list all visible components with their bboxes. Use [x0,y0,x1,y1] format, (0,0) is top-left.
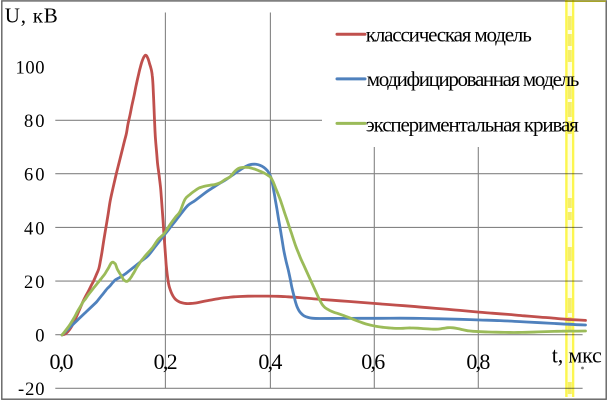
svg-text:0,0: 0,0 [50,349,74,374]
svg-text:U, кВ: U, кВ [5,4,58,28]
svg-text:классическая модель: классическая модель [366,23,532,47]
svg-text:экспериментальная кривая: экспериментальная кривая [366,113,579,137]
svg-text:0: 0 [35,327,44,347]
svg-text:0,6: 0,6 [361,349,385,374]
svg-text:-20: -20 [18,380,45,400]
svg-text:0,2: 0,2 [154,349,178,374]
svg-text:t, мкс: t, мкс [552,343,602,368]
svg-text:модифицированная модель: модифицированная модель [367,67,580,91]
svg-text:0,4: 0,4 [258,349,282,374]
svg-text:0,8: 0,8 [466,349,490,374]
svg-text:100: 100 [16,58,45,78]
